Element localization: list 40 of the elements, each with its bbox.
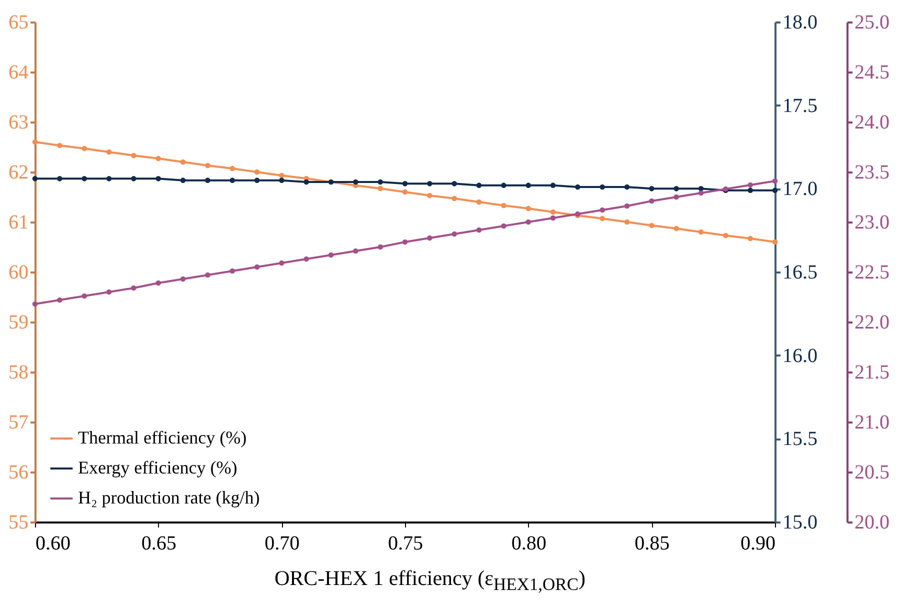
x-tick-label: 0.60	[36, 532, 70, 554]
legend-label: H₂ production rate (kg/h)	[78, 488, 260, 508]
y3-tick-label: 24.5	[854, 62, 890, 84]
y-tick-label: 55	[8, 512, 28, 534]
y-tick-label: 62	[8, 162, 28, 184]
y2-tick-label: 16.5	[782, 262, 818, 284]
y-tick-label: 63	[8, 112, 28, 134]
y3-tick-label: 20.5	[854, 462, 890, 484]
y-tick-label: 60	[8, 262, 28, 284]
y3-tick-label: 23.5	[854, 162, 890, 184]
y2-tick-label: 16.0	[782, 344, 818, 367]
y2-tick-label: 17.5	[782, 94, 818, 117]
y2-tick-label: 17.0	[782, 178, 818, 200]
y-tick-label: 58	[8, 362, 28, 384]
x-tick-label: 0.80	[511, 532, 546, 554]
y-tick-label: 61	[8, 212, 28, 234]
y3-tick-label: 20.0	[854, 512, 890, 534]
y3-tick-label: 21.0	[854, 412, 890, 434]
y2-tick-label: 15.5	[782, 428, 818, 450]
y2-tick-label: 15.0	[782, 512, 818, 534]
y3-tick-label: 25.0	[854, 12, 890, 34]
x-tick-label: 0.90	[740, 532, 776, 554]
y-tick-label: 64	[8, 62, 28, 84]
y3-tick-label: 21.5	[854, 362, 890, 384]
legend-label: Thermal efficiency (%)	[78, 428, 247, 448]
y-tick-label: 59	[8, 312, 28, 334]
y2-tick-label: 18.0	[782, 12, 818, 34]
x-tick-label: 0.70	[264, 532, 300, 554]
y-tick-label: 57	[8, 412, 28, 434]
x-tick-label: 0.85	[634, 532, 670, 554]
y3-tick-label: 22.5	[854, 262, 890, 284]
x-tick-label: 0.75	[388, 532, 423, 554]
y3-tick-label: 24.0	[854, 112, 890, 134]
legend-label: Exergy efficiency (%)	[78, 458, 238, 478]
x-tick-label: 0.65	[141, 532, 176, 554]
y-tick-label: 56	[8, 462, 28, 484]
y-tick-label: 65	[8, 12, 28, 34]
y3-tick-label: 22.0	[854, 312, 890, 334]
x-axis-title: ORC-HEX 1 efficiency (ε$_{HEX1,ORC}$)	[273, 566, 587, 596]
y3-tick-label: 23.0	[854, 212, 890, 234]
